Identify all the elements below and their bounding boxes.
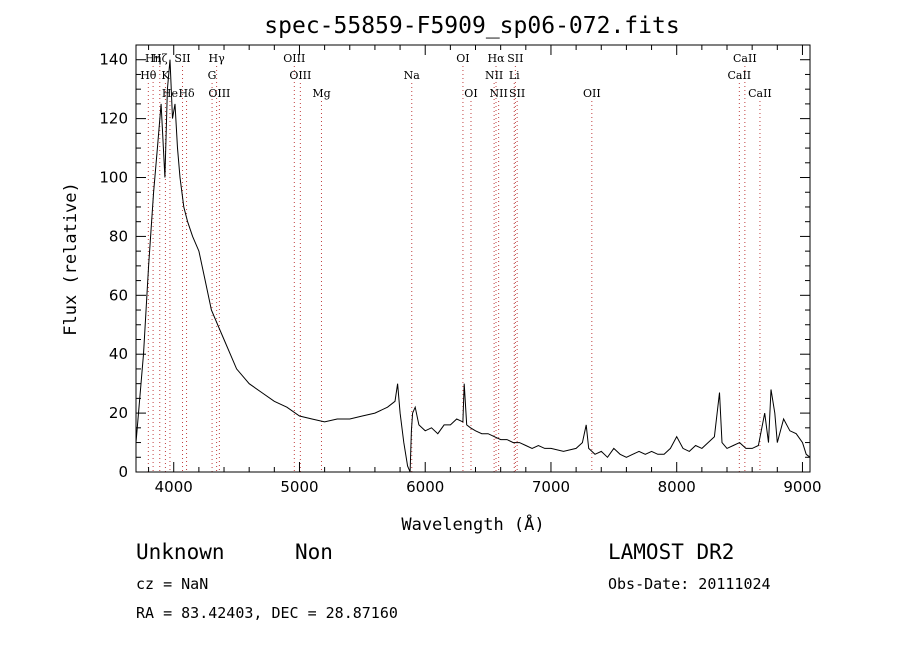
line-label: CaII	[733, 52, 757, 65]
x-tick-label: 8000	[658, 478, 696, 496]
survey-name: LAMOST DR2	[608, 540, 735, 564]
line-label: OIII	[208, 87, 230, 100]
line-label: NII	[485, 69, 503, 82]
x-tick-label: 4000	[155, 478, 193, 496]
line-label: CaII	[727, 69, 751, 82]
object-subclass: Non	[295, 540, 333, 564]
y-tick-label: 40	[109, 345, 128, 363]
plot-frame	[135, 44, 811, 473]
y-axis-label: Flux (relative)	[61, 182, 81, 336]
spectrum-series-line	[135, 59, 811, 473]
chart-title: spec-55859-F5909_sp06-072.fits	[264, 13, 679, 39]
line-label: Li	[509, 69, 520, 82]
line-label: SII	[509, 87, 525, 100]
line-label: K	[161, 69, 170, 82]
observation-date: Obs-Date: 20111024	[608, 575, 771, 593]
line-label: G	[208, 69, 217, 82]
line-label: Mg	[312, 87, 330, 100]
line-label: Hη	[145, 52, 161, 65]
x-tick-label: 9000	[783, 478, 821, 496]
line-label: NII	[489, 87, 507, 100]
y-tick-label: 80	[109, 227, 128, 245]
y-tick-label: 140	[99, 51, 128, 69]
axes: 4000 5000 6000 7000 8000 9000 0 20 40 60 80 100 120 1…	[99, 45, 822, 496]
line-label: Hδ	[178, 87, 195, 100]
line-label: CaII	[748, 87, 772, 100]
line-label: Hγ	[209, 52, 226, 65]
line-label: Hθ	[140, 69, 157, 82]
redshift-cz: cz = NaN	[136, 575, 209, 593]
line-label: SII	[174, 52, 190, 65]
x-axis-label: Wavelength (Å)	[401, 513, 544, 535]
coordinates: RA = 83.42403, DEC = 28.87160	[136, 604, 398, 622]
line-label: OI	[464, 87, 477, 100]
x-tick-label: 5000	[280, 478, 318, 496]
object-class: Unknown	[136, 540, 225, 564]
line-label: OIII	[289, 69, 311, 82]
line-label: OI	[456, 52, 469, 65]
line-label: Hζ	[152, 52, 168, 65]
line-label: SII	[507, 52, 523, 65]
y-tick-label: 20	[109, 404, 128, 422]
line-label: Na	[404, 69, 421, 82]
line-label: OIII	[283, 52, 305, 65]
line-label: Hα	[487, 52, 505, 65]
x-tick-label: 7000	[532, 478, 570, 496]
line-label: He	[162, 87, 178, 100]
y-tick-label: 100	[99, 169, 128, 187]
y-tick-label: 120	[99, 110, 128, 128]
line-label: OII	[583, 87, 601, 100]
y-tick-label: 0	[118, 463, 128, 481]
y-tick-label: 60	[109, 286, 128, 304]
x-tick-label: 6000	[406, 478, 444, 496]
